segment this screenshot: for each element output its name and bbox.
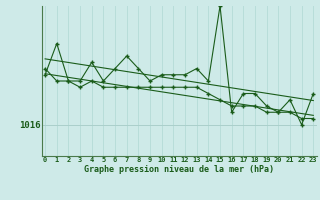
X-axis label: Graphe pression niveau de la mer (hPa): Graphe pression niveau de la mer (hPa) [84,165,274,174]
